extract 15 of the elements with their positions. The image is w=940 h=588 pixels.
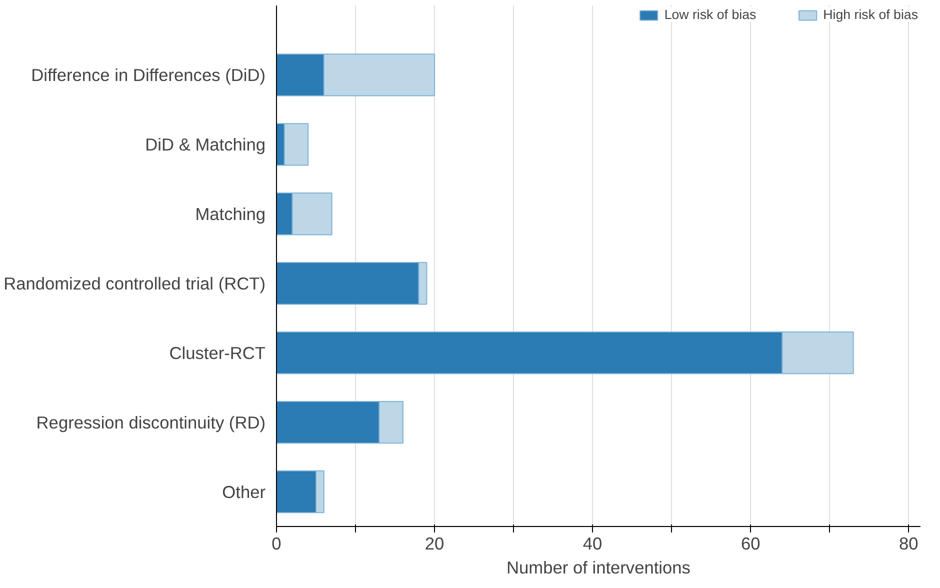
x-tick-label: 0 (272, 534, 282, 554)
y-tick-label: DiD & Matching (145, 134, 266, 154)
legend-label: High risk of bias (823, 7, 918, 22)
x-tick-label: 40 (582, 534, 602, 554)
y-tick-label: Regression discontinuity (RD) (36, 412, 266, 432)
legend-label: Low risk of bias (664, 7, 756, 22)
x-axis-title: Number of interventions (506, 558, 691, 578)
x-tick-label: 20 (424, 534, 444, 554)
y-tick-label: Matching (195, 204, 266, 224)
y-tick-label: Cluster-RCT (169, 342, 266, 363)
x-tick-label: 80 (899, 534, 918, 554)
x-tick-label: 60 (740, 534, 760, 554)
y-tick-label: Difference in Differences (DiD) (31, 64, 266, 85)
y-tick-label: Randomized controlled trial (RCT) (4, 273, 266, 294)
y-tick-label: Other (222, 482, 266, 502)
